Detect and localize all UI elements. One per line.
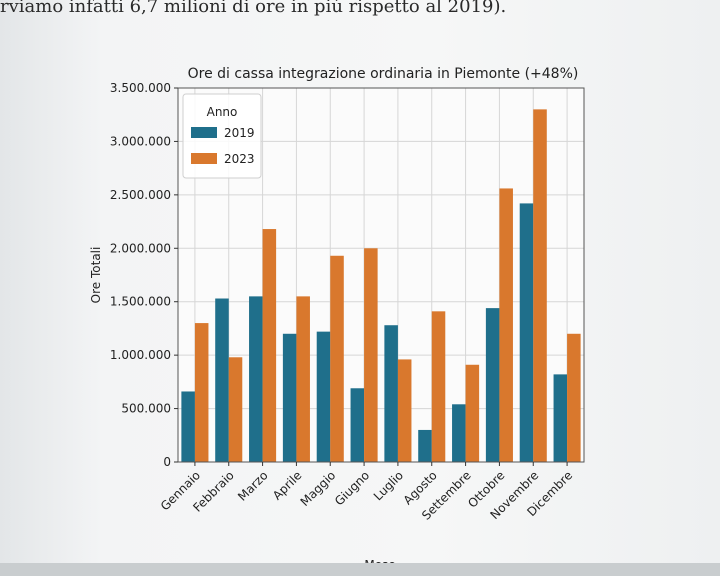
bar-2023-ottobre <box>499 188 513 462</box>
y-tick-label: 3.500.000 <box>110 81 171 95</box>
y-tick-label: 2.500.000 <box>110 188 171 202</box>
header-text: rviamo infatti 6,7 milioni di ore in più… <box>0 0 507 17</box>
bar-2019-aprile <box>282 333 297 462</box>
bar-2019-gennaio <box>181 391 195 462</box>
bar-2023-gennaio <box>194 323 209 462</box>
chart-title: Ore di cassa integrazione ordinaria in P… <box>188 66 579 82</box>
plot-frame <box>177 87 585 463</box>
legend-swatch-2019 <box>191 127 217 138</box>
bottom-strip <box>0 563 720 576</box>
legend: Anno 2019 2023 <box>182 93 262 179</box>
legend-swatch-2023 <box>191 153 217 164</box>
bar-2023-settembre <box>465 364 480 462</box>
bar-2023-giugno <box>364 248 378 462</box>
y-tick-label: 1.500.000 <box>110 295 171 309</box>
bar-2023-aprile <box>296 296 310 462</box>
y-tick-label: 500.000 <box>121 402 171 416</box>
x-tick-label: Giugno <box>332 468 372 508</box>
y-ticks: 0 500.000 1.000.000 1.500.000 2.000.000 2.500… <box>110 81 178 469</box>
bar-2023-agosto <box>431 311 446 462</box>
y-tick-label: 1.000.000 <box>110 348 171 362</box>
legend-label-2023: 2023 <box>224 152 255 166</box>
legend-title: Anno <box>207 105 238 119</box>
y-tick-label: 3.000.000 <box>110 134 171 148</box>
bar-2019-ottobre <box>485 308 500 462</box>
bars-layer <box>181 109 581 463</box>
y-axis-label: Ore Totali <box>89 247 103 304</box>
bar-2023-maggio <box>330 255 344 462</box>
bar-2019-giugno <box>350 388 365 462</box>
bar-2019-settembre <box>452 404 466 462</box>
bar-2019-dicembre <box>553 374 568 462</box>
x-tick-label: Marzo <box>235 468 271 504</box>
bar-2019-novembre <box>519 203 534 463</box>
bar-2023-marzo <box>262 229 277 462</box>
bar-2023-novembre <box>533 109 547 462</box>
bar-2023-febbraio <box>228 357 243 462</box>
y-tick-label: 2.000.000 <box>110 241 171 255</box>
bar-2023-luglio <box>397 359 412 462</box>
bar-2019-agosto <box>418 429 432 462</box>
legend-label-2019: 2019 <box>224 126 255 140</box>
bar-2019-luglio <box>384 325 398 462</box>
axes-layer <box>177 87 585 463</box>
bar-2023-dicembre <box>567 333 581 462</box>
y-tick-label: 0 <box>163 455 171 469</box>
bar-2019-febbraio <box>215 298 229 462</box>
bar-2019-maggio <box>316 331 331 462</box>
x-tick-label: Maggio <box>298 468 339 509</box>
bar-2019-marzo <box>249 296 263 462</box>
